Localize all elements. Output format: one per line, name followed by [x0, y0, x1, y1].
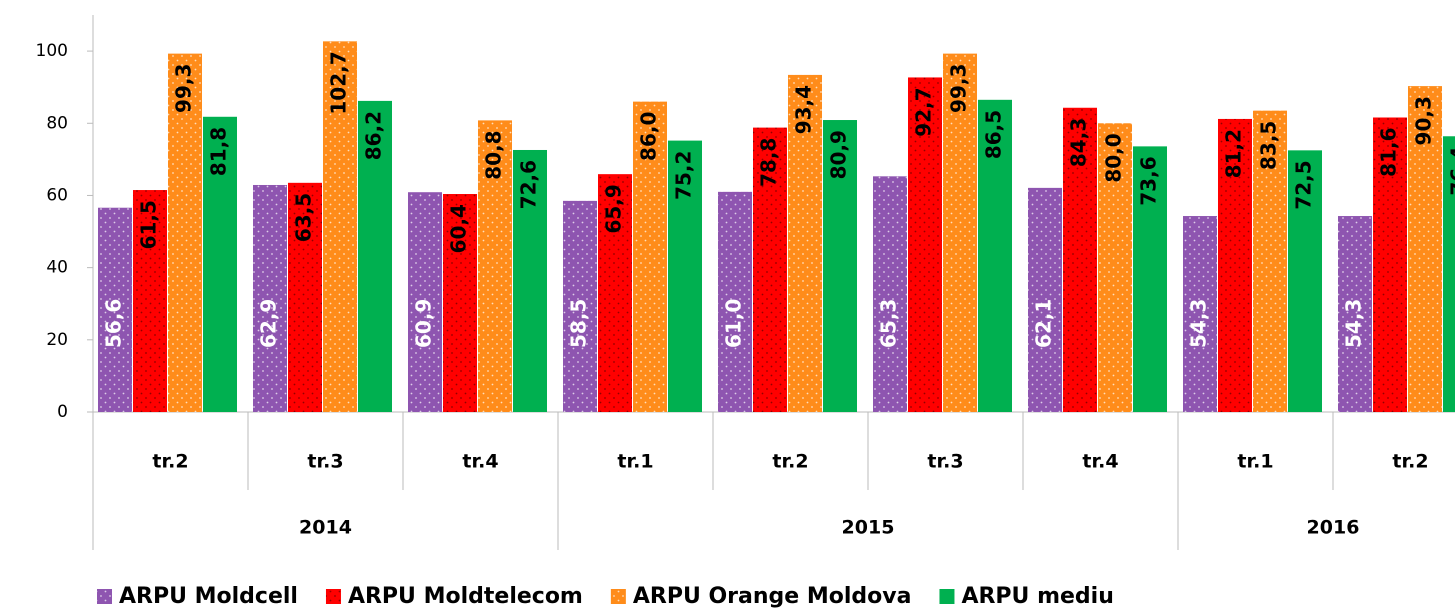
bar	[1443, 136, 1455, 413]
bar	[1028, 187, 1062, 412]
bar	[358, 100, 392, 412]
value-label: 99,3	[172, 64, 196, 113]
bar	[668, 140, 702, 412]
group-label: 2016	[1307, 517, 1360, 539]
value-label: 83,5	[1257, 121, 1281, 170]
y-tick-label: 60	[46, 185, 68, 205]
value-label: 80,8	[482, 130, 506, 179]
value-label: 72,5	[1292, 160, 1316, 209]
legend-swatch	[325, 589, 341, 604]
value-label: 54,3	[1342, 299, 1366, 348]
value-label: 81,8	[207, 127, 231, 176]
bar	[1408, 86, 1442, 412]
value-label: 81,2	[1222, 129, 1246, 178]
legend-label: ARPU Moldtelecom	[348, 584, 583, 609]
bar	[1338, 216, 1372, 412]
bar	[873, 176, 907, 412]
value-label: 76,4	[1447, 146, 1455, 195]
legend-label: ARPU Moldcell	[119, 584, 298, 609]
x-tick-label: tr.4	[462, 451, 498, 473]
y-tick-label: 0	[57, 402, 68, 422]
bar	[1218, 118, 1252, 412]
value-label: 99,3	[947, 64, 971, 113]
bar	[443, 194, 477, 412]
x-tick-label: tr.4	[1082, 451, 1118, 473]
y-tick-label: 100	[36, 41, 68, 61]
x-tick-label: tr.2	[1392, 451, 1428, 473]
value-label: 60,4	[447, 204, 471, 253]
y-tick-label: 80	[46, 113, 68, 133]
bar	[978, 99, 1012, 413]
value-label: 65,9	[602, 184, 626, 233]
bar	[563, 200, 597, 412]
group-label: 2014	[299, 517, 352, 539]
y-tick-label: 40	[46, 258, 68, 278]
legend-swatch	[939, 589, 955, 604]
x-tick-label: tr.1	[1237, 451, 1273, 473]
bar	[323, 41, 357, 412]
value-label: 58,5	[567, 299, 591, 348]
bar	[1288, 150, 1322, 412]
value-label: 61,0	[722, 299, 746, 348]
value-label: 78,8	[757, 138, 781, 187]
value-label: 86,0	[637, 112, 661, 161]
bar	[1133, 146, 1167, 412]
bar	[1373, 117, 1407, 413]
value-label: 61,5	[137, 200, 161, 249]
value-label: 72,6	[517, 160, 541, 209]
bar	[753, 127, 787, 412]
legend-swatch	[97, 589, 112, 604]
value-label: 86,5	[982, 110, 1006, 159]
x-tick-label: tr.3	[307, 451, 343, 473]
value-label: 65,3	[877, 299, 901, 348]
bar	[168, 53, 202, 412]
bar	[1253, 110, 1287, 413]
bar	[1098, 123, 1132, 412]
bar	[718, 191, 752, 412]
value-label: 75,2	[672, 151, 696, 200]
value-label: 63,5	[292, 193, 316, 242]
value-label: 102,7	[327, 51, 351, 114]
value-label: 90,3	[1412, 96, 1436, 145]
value-label: 54,3	[1187, 299, 1211, 348]
value-label: 80,9	[827, 130, 851, 179]
value-label: 56,6	[102, 299, 126, 348]
value-label: 81,6	[1377, 127, 1401, 176]
x-tick-label: tr.1	[617, 451, 653, 473]
bar	[98, 207, 132, 412]
bar	[133, 190, 167, 412]
x-tick-label: tr.2	[152, 451, 188, 473]
bar	[598, 174, 632, 412]
legend-label: ARPU Orange Moldova	[633, 584, 912, 609]
legend-label: ARPU mediu	[961, 584, 1113, 609]
group-label: 2015	[842, 517, 895, 539]
value-label: 84,3	[1067, 118, 1091, 167]
x-tick-label: tr.2	[772, 451, 808, 473]
value-label: 62,9	[257, 299, 281, 348]
bar	[478, 120, 512, 413]
bar	[1063, 107, 1097, 413]
bar	[513, 149, 547, 413]
bar	[943, 53, 977, 412]
value-label: 73,6	[1137, 156, 1161, 205]
bar	[288, 182, 322, 412]
value-label: 92,7	[912, 87, 936, 136]
bar	[408, 192, 442, 412]
value-label: 80,0	[1102, 133, 1126, 182]
bar	[823, 120, 857, 413]
bar	[253, 184, 287, 412]
bar	[908, 77, 942, 413]
bar	[788, 74, 822, 412]
bar	[203, 116, 237, 412]
value-label: 93,4	[792, 85, 816, 134]
value-label: 60,9	[412, 299, 436, 348]
legend-swatch	[610, 589, 626, 604]
value-label: 86,2	[362, 111, 386, 160]
value-label: 62,1	[1032, 299, 1056, 348]
bar	[1183, 216, 1217, 412]
y-tick-label: 20	[46, 330, 68, 350]
bar	[633, 101, 667, 413]
x-tick-label: tr.3	[927, 451, 963, 473]
